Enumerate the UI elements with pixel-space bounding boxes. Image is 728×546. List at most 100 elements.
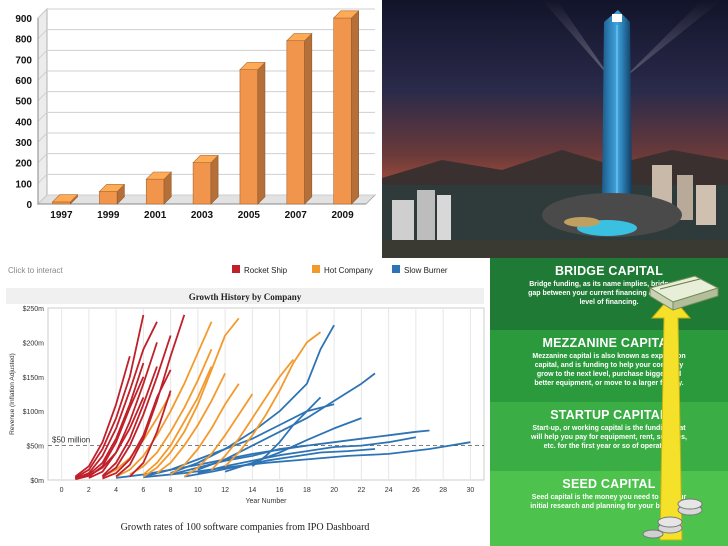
y-tick-label: 100 <box>15 179 32 190</box>
series-line[interactable] <box>74 314 145 479</box>
series-line[interactable] <box>170 324 335 474</box>
x-tick-label: 1997 <box>50 210 73 221</box>
series-line[interactable] <box>74 355 131 478</box>
bar <box>98 183 126 205</box>
series-line[interactable] <box>75 362 145 480</box>
legend-label: Hot Company <box>324 266 373 275</box>
series-line[interactable] <box>75 397 145 481</box>
grid-line <box>37 49 48 60</box>
bar <box>332 10 360 205</box>
series-line[interactable] <box>224 331 322 467</box>
grid-line <box>37 29 48 40</box>
y-tick-label: 900 <box>15 14 32 25</box>
x-tick-label: 0 <box>60 487 64 494</box>
capital-tier-title: MEZZANINE CAPITAL <box>542 336 676 350</box>
series-line[interactable] <box>183 393 254 478</box>
x-tick-label: 18 <box>303 487 311 494</box>
y-tick-label: $0m <box>30 478 44 485</box>
x-tick-label: 20 <box>330 487 338 494</box>
grid-line <box>37 194 48 205</box>
series-line[interactable] <box>156 373 226 474</box>
capital-tier-description: Seed capital is the money you need to do… <box>530 494 688 510</box>
bar <box>145 171 172 205</box>
capital-tier-title: SEED CAPITAL <box>562 477 656 491</box>
x-tick-label: 14 <box>248 487 256 494</box>
growth-caption: Growth rates of 100 software companies f… <box>120 522 370 533</box>
x-tick-label: 4 <box>114 487 118 494</box>
x-tick-label: 30 <box>466 487 474 494</box>
series-line[interactable] <box>143 403 335 478</box>
bar-chart-panel: 0 100 200 300 400 500 600 700 800 900 1997 1999 2001… <box>0 0 382 240</box>
growth-chart-panel: Click to interact Rocket Ship Hot Company… <box>0 258 490 546</box>
y-tick-label: 400 <box>15 117 32 128</box>
x-tick-label: 24 <box>385 487 393 494</box>
chart-title-bar <box>6 288 484 304</box>
y-tick-label: 700 <box>15 55 32 66</box>
x-tick-label: 2005 <box>238 210 261 221</box>
reference-line-label: $50 million <box>52 436 90 445</box>
y-tick-label: $150m <box>23 375 45 382</box>
y-tick-label: 800 <box>15 35 32 46</box>
x-tick-label: 2001 <box>144 210 167 221</box>
y-tick-label: 200 <box>15 159 32 170</box>
city-night-image <box>382 0 728 258</box>
legend-item[interactable]: Hot Company <box>312 265 373 275</box>
y-tick-label: 600 <box>15 76 32 87</box>
bar <box>286 32 313 205</box>
grid-line <box>37 8 48 19</box>
x-tick-label: 8 <box>169 487 173 494</box>
x-tick-label: 2007 <box>285 210 308 221</box>
series-line[interactable] <box>184 448 376 478</box>
skyscraper-photo <box>382 0 728 258</box>
y-tick-label: $50m <box>26 444 44 451</box>
series-line[interactable] <box>129 390 172 478</box>
bar <box>192 154 219 205</box>
click-hint[interactable]: Click to interact <box>8 266 63 275</box>
series-line[interactable] <box>115 321 213 478</box>
series-line[interactable] <box>142 317 240 478</box>
y-axis-label: Revenue (Inflation Adjusted) <box>9 353 16 435</box>
grid-line <box>37 132 48 143</box>
capital-tier-description: Bridge funding, as its name implies, bri… <box>528 281 690 306</box>
capital-arrow-overlay <box>642 275 720 541</box>
x-tick-label: 10 <box>194 487 202 494</box>
grid-line <box>37 173 48 184</box>
series-line[interactable] <box>115 314 186 478</box>
x-tick-label: 22 <box>357 487 365 494</box>
series-line[interactable] <box>142 366 213 476</box>
y-tick-label: 500 <box>15 97 32 108</box>
series-line[interactable] <box>102 369 172 480</box>
legend-item[interactable]: Slow Burner <box>392 265 448 275</box>
capital-tier-title: BRIDGE CAPITAL <box>554 264 664 278</box>
x-tick-label: 12 <box>221 487 229 494</box>
growth-history-chart[interactable]: Rocket Ship Hot Company Slow Burner Growth … <box>0 258 490 546</box>
series-line[interactable] <box>197 436 417 474</box>
money-stack-icon <box>648 275 720 311</box>
x-tick-label: 2009 <box>331 210 354 221</box>
grid-line <box>37 111 48 122</box>
x-tick-label: 2 <box>87 487 91 494</box>
capital-tier: MEZZANINE CAPITAL Mezzanine capital is al… <box>490 330 728 402</box>
x-tick-label: 2003 <box>191 210 214 221</box>
y-tick-label: 0 <box>26 200 32 211</box>
bar <box>239 61 266 205</box>
series-line[interactable] <box>129 348 213 476</box>
x-tick-label: 16 <box>276 487 284 494</box>
series-line[interactable] <box>74 321 158 480</box>
bar <box>51 194 79 205</box>
series-line[interactable] <box>143 441 471 479</box>
series-line[interactable] <box>88 342 158 479</box>
x-tick-label: 6 <box>141 487 145 494</box>
series-line[interactable] <box>101 366 158 477</box>
series-line[interactable] <box>170 383 240 476</box>
capital-tier-description: Start-up, or working capital is the fund… <box>531 425 687 450</box>
grid-line <box>37 91 48 102</box>
y-tick-label: $100m <box>23 409 45 416</box>
bar-chart: 0 100 200 300 400 500 600 700 800 900 1997 1999 2001… <box>15 7 377 221</box>
series-line[interactable] <box>210 359 295 471</box>
series-line[interactable] <box>101 335 172 478</box>
capital-ladder: BRIDGE CAPITAL Bridge funding, as its nam… <box>490 258 728 546</box>
legend-item[interactable]: Rocket Ship <box>232 265 288 275</box>
series-line[interactable] <box>251 396 322 467</box>
legend-label: Slow Burner <box>404 266 448 275</box>
